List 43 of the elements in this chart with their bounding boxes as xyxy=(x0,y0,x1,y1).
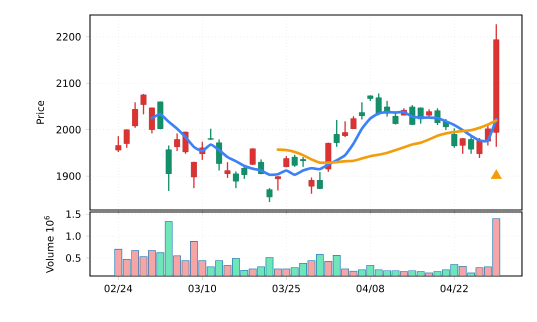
y-tick-label: 0.5 xyxy=(66,254,80,262)
candlestick xyxy=(392,112,398,126)
candlestick xyxy=(124,128,130,148)
y-tick-label: 1900 xyxy=(56,172,81,180)
x-tick-label: 03/25 xyxy=(272,284,300,294)
candlestick xyxy=(334,119,340,148)
candlestick xyxy=(140,93,146,116)
candlestick xyxy=(241,164,248,180)
line-series xyxy=(276,119,498,164)
y-tick-label: 2200 xyxy=(56,33,81,41)
y-tick-label: 2100 xyxy=(56,79,81,88)
candlestick xyxy=(190,161,197,189)
candlestick xyxy=(342,120,348,138)
candlestick xyxy=(132,102,138,128)
y-axis-title: Volume 10$^{6}$ xyxy=(44,216,54,274)
candlestick xyxy=(358,102,365,120)
y-tick-label: 2000 xyxy=(56,126,81,134)
x-tick-label: 04/22 xyxy=(440,284,468,294)
candlestick xyxy=(468,136,474,154)
candlestick xyxy=(476,137,482,159)
candlestick xyxy=(460,137,466,154)
x-tick-label: 04/08 xyxy=(356,284,384,294)
x-tick-label: 03/10 xyxy=(188,284,216,294)
candlestick xyxy=(266,187,272,203)
candlestick xyxy=(350,116,356,130)
candlestick xyxy=(224,162,230,179)
candlestick xyxy=(208,128,214,141)
candlestick xyxy=(232,170,239,189)
candlestick xyxy=(376,92,382,116)
candlestick xyxy=(115,136,122,153)
candlestick xyxy=(308,176,314,194)
y-axis-title: Price xyxy=(36,100,44,124)
x-tick-label: 02/24 xyxy=(104,284,132,294)
candlestick xyxy=(283,155,290,168)
candlestick xyxy=(274,175,281,192)
candlestick xyxy=(316,171,323,190)
candlestick xyxy=(250,148,256,166)
candlestick xyxy=(451,128,458,148)
candlestick xyxy=(174,132,180,152)
y-tick-label: 1.5 xyxy=(66,210,80,218)
candlestick xyxy=(292,154,298,168)
y-tick-label: 1.0 xyxy=(66,232,81,240)
candlestick xyxy=(300,156,306,168)
